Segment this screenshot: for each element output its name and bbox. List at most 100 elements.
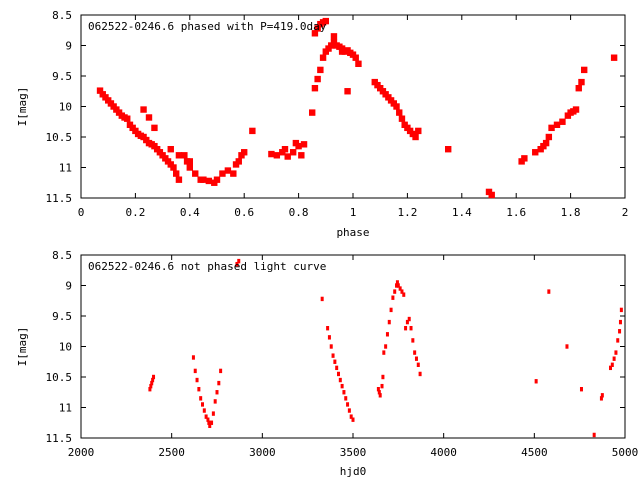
data-point [311, 85, 319, 92]
data-point [314, 75, 321, 83]
data-point [553, 121, 561, 128]
x-tick-label: 0 [78, 206, 85, 219]
data-point [402, 292, 406, 297]
data-point [377, 390, 381, 395]
data-point [330, 33, 338, 40]
y-tick-label: 10.5 [46, 371, 73, 384]
data-point [295, 142, 302, 150]
data-point [355, 60, 362, 67]
data-point [378, 393, 382, 398]
data-point [281, 146, 289, 153]
data-point [219, 368, 223, 374]
data-point [237, 258, 241, 264]
data-point [382, 350, 386, 355]
data-point [407, 316, 411, 322]
data-point [618, 319, 622, 325]
data-point [610, 362, 614, 367]
plot-frame [80, 254, 626, 439]
data-point [344, 396, 348, 401]
x-tick-label: 4000 [430, 446, 457, 459]
data-point [340, 383, 344, 389]
data-point [414, 356, 418, 361]
data-point [173, 170, 180, 177]
data-point [186, 158, 193, 165]
data-point [404, 326, 408, 331]
data-point [195, 377, 199, 383]
data-point [532, 149, 539, 156]
data-point [412, 133, 419, 141]
y-tick-label: 9.5 [52, 310, 72, 323]
x-tick-label: 1.2 [397, 206, 417, 219]
data-point [389, 307, 393, 313]
y-tick-label: 11.5 [46, 192, 73, 205]
data-point [592, 432, 596, 438]
data-point [151, 124, 158, 132]
data-point [151, 377, 155, 383]
data-point [581, 66, 588, 74]
data-point [344, 88, 351, 95]
data-point [542, 139, 550, 147]
data-point [199, 396, 203, 401]
data-point [205, 177, 213, 185]
data-point [241, 149, 248, 156]
data-point [249, 127, 256, 135]
data-point [145, 114, 153, 121]
x-axis-label: hjd0 [340, 465, 367, 478]
data-point [200, 176, 207, 183]
data-point [612, 356, 616, 361]
data-point [445, 146, 452, 153]
data-point [298, 152, 305, 159]
data-point [327, 335, 331, 340]
data-point [600, 393, 604, 398]
x-tick-label: 0.8 [289, 206, 309, 219]
y-tick-label: 9 [65, 40, 72, 53]
data-point [181, 152, 188, 159]
data-point [413, 350, 417, 355]
data-point [322, 17, 329, 25]
data-point [578, 78, 585, 86]
x-axis-label: phase [336, 226, 369, 239]
data-point [347, 408, 351, 413]
data-point [338, 377, 342, 383]
data-point [210, 420, 214, 425]
data-point [197, 387, 201, 392]
data-point [572, 106, 580, 113]
x-tick-label: 0.4 [180, 206, 200, 219]
data-point [268, 150, 275, 158]
data-point [415, 127, 422, 135]
data-point [610, 54, 618, 61]
y-tick-label: 8.5 [52, 9, 72, 22]
data-point [211, 411, 215, 416]
data-point [215, 390, 219, 395]
data-point [565, 344, 569, 349]
y-axis-label: I[mag] [16, 87, 29, 127]
data-point [545, 133, 553, 141]
x-tick-label: 0.2 [125, 206, 145, 219]
data-point [411, 338, 415, 343]
data-point [208, 423, 212, 428]
data-point [608, 365, 612, 371]
data-point [96, 87, 104, 94]
data-point [579, 387, 583, 392]
data-point [416, 362, 420, 367]
y-tick-label: 8.5 [52, 249, 72, 262]
y-tick-label: 9.5 [52, 70, 72, 83]
x-tick-label: 3000 [249, 446, 276, 459]
x-tick-label: 1.4 [452, 206, 472, 219]
data-point [149, 383, 153, 389]
data-point [346, 402, 350, 407]
x-tick-label: 1.6 [506, 206, 526, 219]
data-point [124, 115, 131, 122]
data-point [599, 396, 603, 401]
data-point [320, 296, 324, 302]
x-tick-label: 1 [350, 206, 357, 219]
x-tick-label: 0.6 [234, 206, 254, 219]
data-point [202, 408, 206, 413]
data-point [175, 152, 183, 159]
data-point [206, 417, 210, 422]
data-point [521, 155, 528, 162]
data-point [616, 338, 620, 343]
data-point [548, 124, 555, 132]
data-point [150, 380, 154, 386]
data-point [395, 280, 399, 285]
